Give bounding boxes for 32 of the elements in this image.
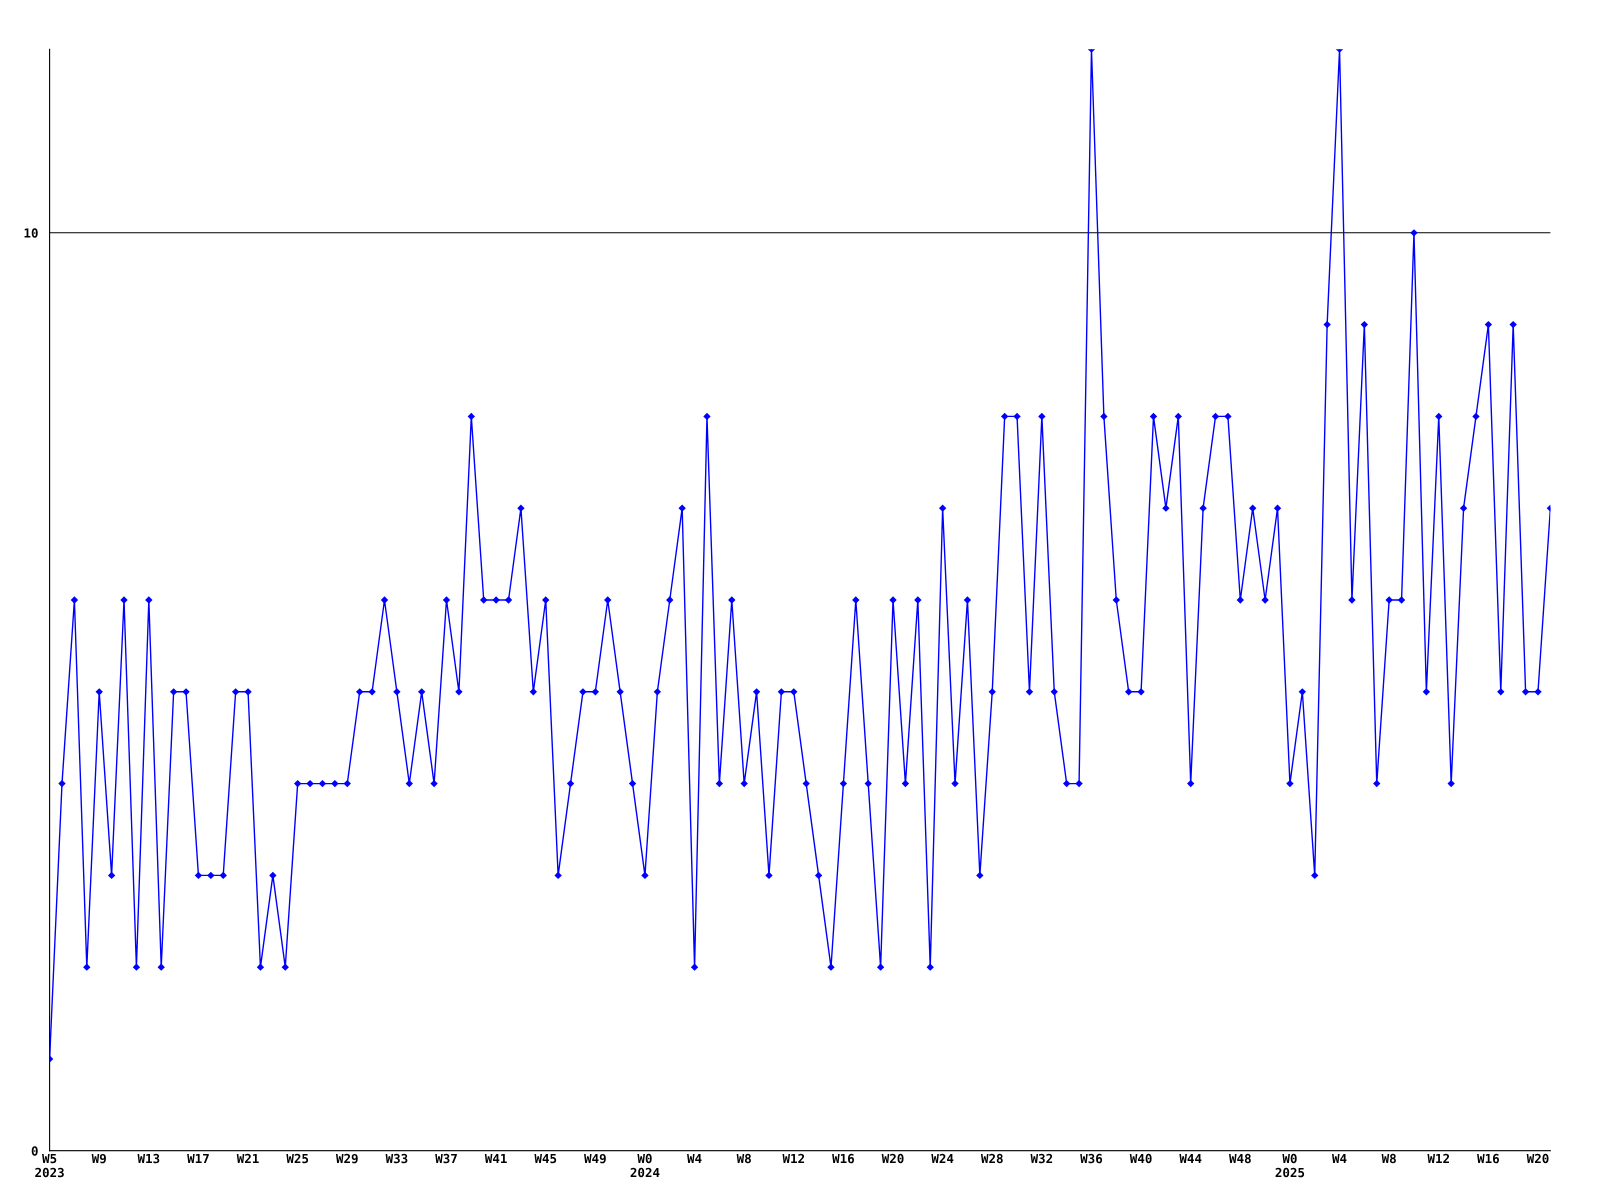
x-tick-label: W29 [335, 1153, 358, 1164]
x-tick-label: W17 [187, 1153, 209, 1164]
y-tick-label: 0 [31, 1146, 38, 1156]
x-tick-label: W28 [980, 1153, 1003, 1164]
x-tick-label: W48 [1229, 1153, 1251, 1164]
x-tick-label: W8 [736, 1153, 751, 1164]
x-tick-label: W12 [782, 1153, 805, 1164]
x-tick-label: W8 [1381, 1153, 1396, 1164]
x-tick-label: W44 [1179, 1153, 1202, 1164]
x-tick-label: W20 [1526, 1153, 1549, 1164]
x-tick-label: W21 [236, 1153, 259, 1164]
x-tick-label: W20 [881, 1153, 904, 1164]
x-tick-label: W13 [137, 1153, 160, 1164]
x-tick-label: W45 [534, 1153, 557, 1164]
x-tick-label: W0 2025 [1275, 1153, 1305, 1178]
x-tick-label: W24 [931, 1153, 954, 1164]
x-tick-label: W32 [1030, 1153, 1053, 1164]
x-tick-label: W36 [1080, 1153, 1103, 1164]
x-tick-label: W12 [1427, 1153, 1450, 1164]
x-tick-label: W37 [435, 1153, 457, 1164]
x-tick-label: W25 [286, 1153, 309, 1164]
y-tick-label: 10 [24, 228, 38, 238]
x-tick-label: W33 [385, 1153, 408, 1164]
x-tick-label: W4 [1332, 1153, 1347, 1164]
x-tick-label: W4 [687, 1153, 702, 1164]
x-tick-label: W0 2024 [630, 1153, 660, 1178]
x-tick-label: W41 [484, 1153, 507, 1164]
x-tick-label: W40 [1129, 1153, 1152, 1164]
x-tick-label: W16 [832, 1153, 855, 1164]
x-tick-label: W16 [1477, 1153, 1499, 1164]
x-tick-label: W49 [584, 1153, 606, 1164]
x-tick-label: W9 [91, 1153, 106, 1164]
